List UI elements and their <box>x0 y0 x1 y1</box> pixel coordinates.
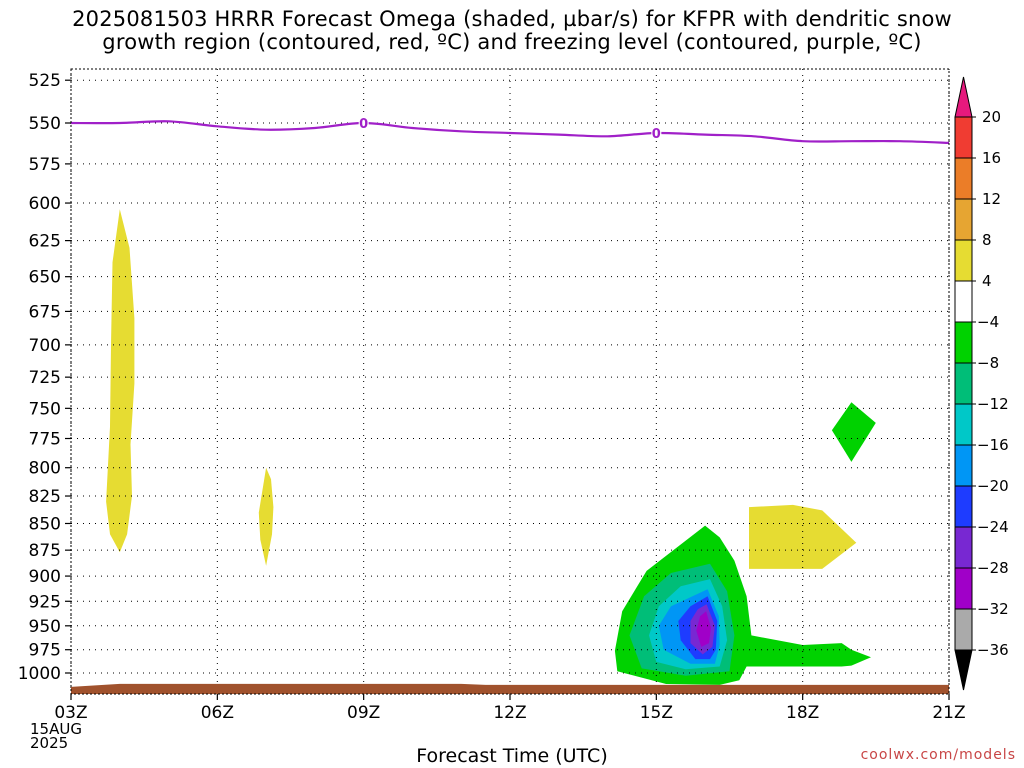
colorbar-swatch-8 <box>954 403 973 446</box>
x-tick-label-06Z: 06Z <box>201 703 234 723</box>
colorbar-label-8: −16 <box>977 436 1009 454</box>
omega-region-10 <box>696 611 711 647</box>
date-day: 15AUG <box>30 720 82 738</box>
colorbar-swatch-6 <box>954 321 973 364</box>
y-tick-label-625: 625 <box>29 232 61 252</box>
colorbar-swatch-13 <box>954 608 973 651</box>
credit-text: coolwx.com/models <box>860 747 1016 763</box>
colorbar-label-10: −24 <box>977 518 1009 536</box>
freezing-level-contour: 00 <box>70 116 950 144</box>
x-tick-label-15Z: 15Z <box>640 703 673 723</box>
colorbar-bottom-arrow <box>954 649 973 691</box>
y-tick-label-675: 675 <box>29 302 61 322</box>
x-axis-ticks: 03Z 06Z 09Z 12Z 15Z 18Z 21Z <box>54 694 966 723</box>
colorbar-label-4: 4 <box>982 272 992 290</box>
terrain-layer <box>71 683 949 694</box>
date-label: 15AUG 2025 <box>30 720 82 752</box>
colorbar-label-11: −28 <box>977 559 1009 577</box>
grid-lines <box>70 69 950 694</box>
y-tick-label-525: 525 <box>29 71 61 91</box>
colorbar-label-7: −12 <box>977 395 1009 413</box>
y-tick-label-600: 600 <box>29 194 61 214</box>
colorbar: 20 16 12 8 4 −4 −8 −12 −16 −20 −24 −28 −32 −36 <box>954 76 1009 691</box>
x-tick-label-21Z: 21Z <box>932 703 965 723</box>
colorbar-label-0: 20 <box>982 108 1001 126</box>
omega-region-3 <box>831 402 876 462</box>
x-axis-label: Forecast Time (UTC) <box>416 745 608 767</box>
colorbar-label-5: −4 <box>977 313 999 331</box>
y-tick-label-725: 725 <box>29 368 61 388</box>
colorbar-swatch-7 <box>954 362 973 405</box>
colorbar-swatch-3 <box>954 198 973 241</box>
colorbar-label-12: −32 <box>977 600 1009 618</box>
colorbar-swatch-10 <box>954 485 973 528</box>
freezing-label-bg-1 <box>651 125 662 140</box>
y-tick-label-925: 925 <box>29 592 61 612</box>
x-tick-label-09Z: 09Z <box>347 703 380 723</box>
freezing-label-0: 0 <box>359 117 368 132</box>
y-tick-label-750: 750 <box>29 399 61 419</box>
y-tick-label-650: 650 <box>29 268 61 288</box>
colorbar-swatch-1 <box>954 116 973 159</box>
y-tick-label-875: 875 <box>29 541 61 561</box>
colorbar-label-6: −8 <box>977 354 999 372</box>
y-axis-ticks: 525 550 575 600 625 650 675 700 725 750 775 800 825 8… <box>18 71 71 684</box>
omega-region-2 <box>749 504 857 569</box>
colorbar-swatch-9 <box>954 444 973 487</box>
y-tick-label-550: 550 <box>29 114 61 134</box>
title-line-1: 2025081503 HRRR Forecast Omega (shaded, … <box>72 7 952 31</box>
chart-title: 2025081503 HRRR Forecast Omega (shaded, … <box>0 8 1024 54</box>
date-year: 2025 <box>30 734 69 752</box>
freezing-label-1: 0 <box>652 127 661 142</box>
y-tick-label-775: 775 <box>29 430 61 450</box>
colorbar-label-9: −20 <box>977 477 1009 495</box>
colorbar-swatch-11 <box>954 526 973 569</box>
freezing-level-line <box>70 120 950 144</box>
colorbar-swatch-2 <box>954 157 973 200</box>
colorbar-label-2: 12 <box>982 190 1001 208</box>
x-tick-label-18Z: 18Z <box>786 703 819 723</box>
freezing-label-bg-0 <box>358 116 369 130</box>
omega-region-0 <box>106 209 135 553</box>
y-tick-label-575: 575 <box>29 155 61 175</box>
y-tick-label-825: 825 <box>29 487 61 507</box>
terrain-fill <box>71 683 949 694</box>
omega-shading <box>106 209 876 685</box>
omega-region-1 <box>258 467 274 566</box>
x-tick-label-03Z: 03Z <box>54 703 87 723</box>
y-tick-label-700: 700 <box>29 336 61 356</box>
y-tick-label-950: 950 <box>29 617 61 637</box>
y-tick-label-800: 800 <box>29 459 61 479</box>
title-line-2: growth region (contoured, red, ºC) and f… <box>102 30 922 54</box>
x-tick-label-12Z: 12Z <box>493 703 526 723</box>
y-tick-label-975: 975 <box>29 641 61 661</box>
colorbar-top-arrow <box>954 76 973 118</box>
y-tick-label-850: 850 <box>29 514 61 534</box>
colorbar-label-1: 16 <box>982 149 1001 167</box>
y-tick-label-1000: 1000 <box>18 664 61 684</box>
colorbar-swatch-5 <box>954 280 973 323</box>
colorbar-swatch-4 <box>954 239 973 282</box>
colorbar-label-3: 8 <box>982 231 992 249</box>
colorbar-label-13: −36 <box>977 641 1009 659</box>
colorbar-swatch-12 <box>954 567 973 610</box>
y-tick-label-900: 900 <box>29 567 61 587</box>
